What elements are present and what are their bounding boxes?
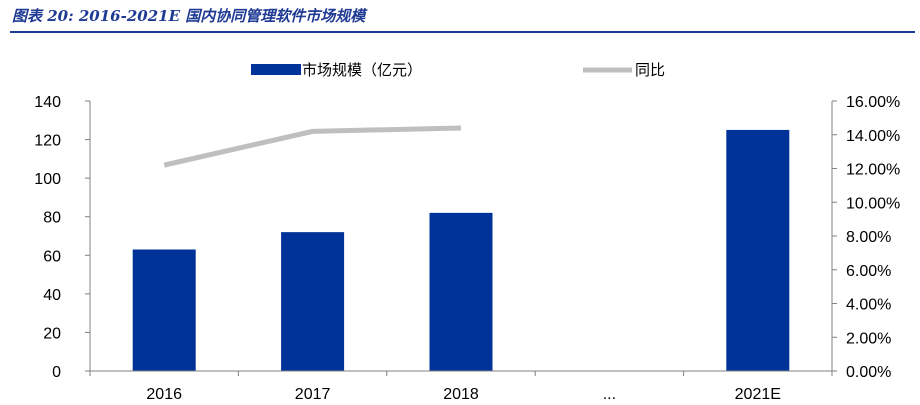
right-axis-tick-label: 12.00% xyxy=(846,162,900,179)
figure-title: 图表 20: 2016-2021E 国内协同管理软件市场规模 xyxy=(12,7,366,25)
right-axis-tick-label: 8.00% xyxy=(846,229,891,246)
right-axis-tick-label: 0.00% xyxy=(846,364,891,381)
x-axis-tick-label: 2018 xyxy=(443,386,479,403)
legend-swatch-bar xyxy=(251,64,301,75)
line-series-yoy xyxy=(163,125,462,168)
bar-2016 xyxy=(132,249,196,371)
left-axis-tick-label: 80 xyxy=(43,210,61,227)
left-axis-tick-label: 120 xyxy=(34,133,61,150)
x-axis-tick-label: 2016 xyxy=(146,386,182,403)
right-axis-tick-label: 2.00% xyxy=(846,330,891,347)
bar-2017 xyxy=(281,232,345,371)
right-axis-tick-label: 10.00% xyxy=(846,195,900,212)
legend-label-bar: 市场规模（亿元） xyxy=(302,61,422,79)
right-axis-tick-label: 16.00% xyxy=(846,94,900,111)
left-axis-tick-label: 40 xyxy=(43,287,61,304)
left-axis-tick-label: 60 xyxy=(43,248,61,265)
title-rule xyxy=(10,31,915,33)
x-axis-tick-label: ... xyxy=(603,386,616,403)
left-axis-tick-label: 0 xyxy=(52,364,61,381)
x-axis-tick-label: 2017 xyxy=(295,386,331,403)
right-axis-tick-label: 6.00% xyxy=(846,263,891,280)
bar-2018 xyxy=(429,212,493,371)
right-axis-tick-label: 14.00% xyxy=(846,128,900,145)
bar-2021E xyxy=(726,129,790,371)
x-axis-tick-label: 2021E xyxy=(735,386,781,403)
right-axis-tick-label: 4.00% xyxy=(846,297,891,314)
left-axis-tick-label: 100 xyxy=(34,171,61,188)
left-axis-tick-label: 140 xyxy=(34,94,61,111)
left-axis-tick-label: 20 xyxy=(43,325,61,342)
legend-label-line: 同比 xyxy=(635,61,665,79)
